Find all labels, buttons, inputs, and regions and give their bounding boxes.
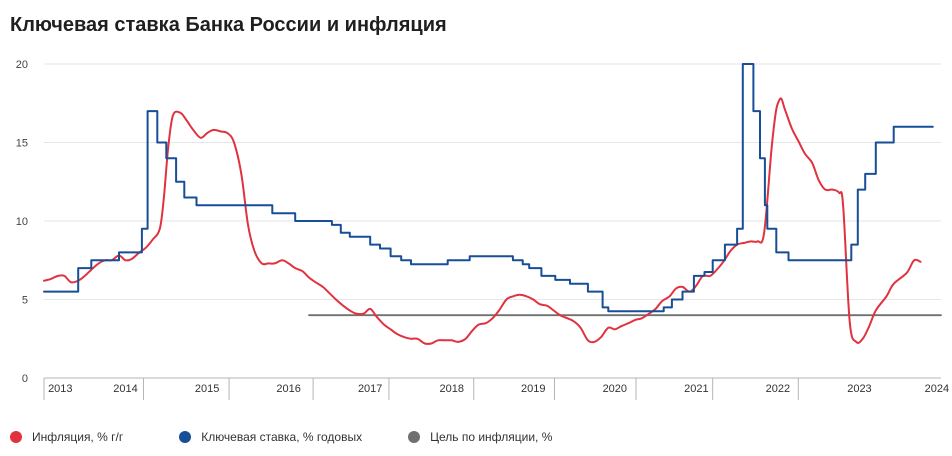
legend-marker-key-rate [179,431,192,443]
x-tick-label-2024: 2024 [925,383,949,395]
series-line-key-rate [43,63,934,313]
x-tick-label-2022: 2022 [766,383,790,395]
x-tick-label-2013: 2013 [48,383,72,395]
x-tick-label-2018: 2018 [439,383,463,395]
x-tick-label-2023: 2023 [847,383,871,395]
legend-item-key-rate[interactable]: Ключевая ставка, % годовых [179,430,362,444]
legend-item-inflation[interactable]: Инфляция, % г/г [10,430,123,444]
y-tick-label-15: 15 [16,138,28,150]
x-tick-label-2014: 2014 [113,383,137,395]
series-lines [43,63,942,345]
x-axis: 2013 2014 2015 2016 2017 2018 2019 2020 2021 2022… [43,377,949,400]
x-tick-label-2019: 2019 [521,383,545,395]
y-tick-label-20: 20 [16,59,28,71]
y-tick-label-0: 0 [22,373,28,385]
legend-label-key-rate: Ключевая ставка, % годовых [201,430,363,444]
x-tick-label-2016: 2016 [276,383,300,395]
y-tick-label-10: 10 [16,216,28,228]
legend-marker-inflation [10,431,22,443]
x-tick-label-2015: 2015 [195,383,219,395]
legend-item-target[interactable]: Цель по инфляции, % [408,430,552,444]
series-line-inflation [43,97,922,345]
legend-label-inflation: Инфляция, % г/г [32,430,124,444]
grid-lines [44,63,941,300]
x-tick-label-2020: 2020 [603,383,627,395]
y-tick-label-5: 5 [22,295,28,307]
chart-legend: Инфляция, % г/г Ключевая ставка, % годов… [10,430,598,444]
legend-marker-target [408,431,421,443]
chart-title: Ключевая ставка Банка России и инфляция [10,14,447,36]
x-tick-label-2021: 2021 [684,383,708,395]
y-axis-tick-labels: 0 5 10 15 20 [16,59,28,385]
x-tick-label-2017: 2017 [358,383,382,395]
legend-label-target: Цель по инфляции, % [430,430,553,444]
